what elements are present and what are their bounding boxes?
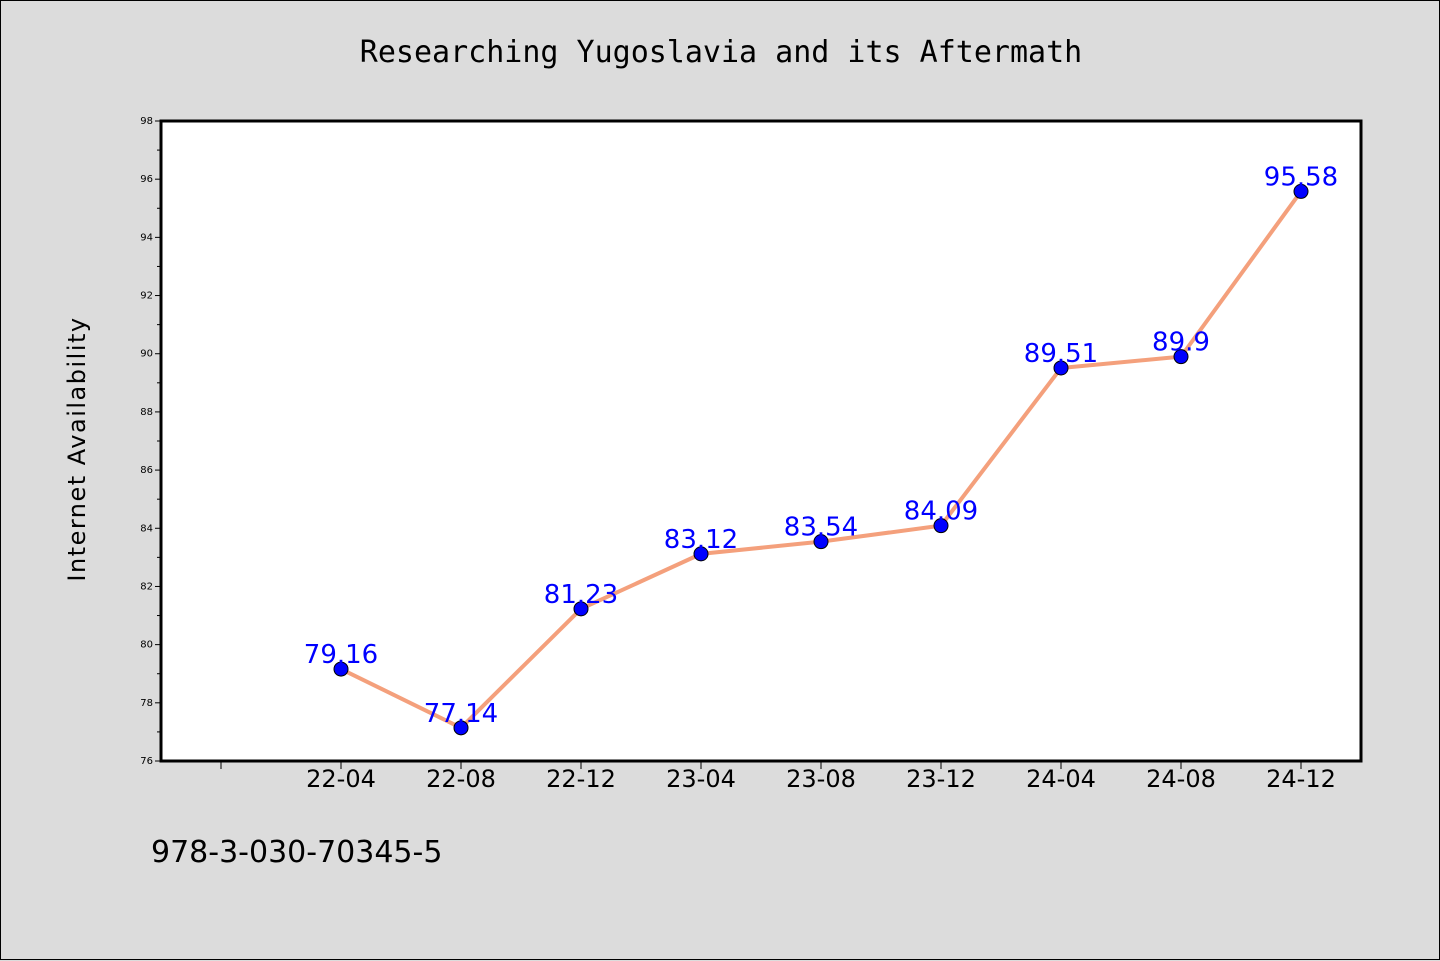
data-label: 89.51 [1024,339,1098,369]
x-tick-label: 22-04 [306,765,376,793]
data-point [693,546,709,562]
y-tick-label: 82 [140,581,153,592]
x-tick-label: 22-12 [546,765,616,793]
data-point [1293,183,1309,199]
data-point [1053,360,1069,376]
plot-frame [159,119,1363,763]
data-label: 77.14 [424,699,498,729]
data-point [1173,349,1189,365]
chart-title: Researching Yugoslavia and its Aftermath [359,35,1083,70]
y-tick-label: 76 [140,756,153,767]
y-tick-label: 84 [140,523,153,534]
data-point [933,518,949,534]
x-tick-label: 23-08 [786,765,856,793]
y-tick-label: 98 [140,116,153,127]
data-label: 89.9 [1152,328,1210,358]
x-tick-label: 23-04 [666,765,736,793]
x-tick-label: 23-12 [906,765,976,793]
data-label: 84.09 [904,497,978,527]
data-point [573,601,589,617]
x-tick-label: 24-04 [1026,765,1096,793]
isbn-footnote: 978-3-030-70345-5 [151,835,443,870]
y-tick-label: 92 [140,291,153,302]
data-label: 81.23 [544,580,618,610]
x-tick-label: 22-08 [426,765,496,793]
y-tick-label: 94 [140,232,153,243]
x-tick-label: 24-12 [1266,765,1336,793]
data-point [813,534,829,550]
y-tick-label: 86 [140,465,153,476]
y-tick-label: 96 [140,174,153,185]
data-point [333,661,349,677]
data-point [453,720,469,736]
data-label: 83.12 [664,525,738,555]
plot-area [161,121,1361,761]
y-tick-label: 88 [140,407,153,418]
y-tick-label: 80 [140,640,153,651]
data-label: 83.54 [784,513,858,543]
y-tick-label: 78 [140,698,153,709]
y-tick-label: 90 [140,349,153,360]
x-tick-label: 24-08 [1146,765,1216,793]
data-label: 79.16 [304,640,378,670]
data-label: 95.58 [1264,162,1338,192]
